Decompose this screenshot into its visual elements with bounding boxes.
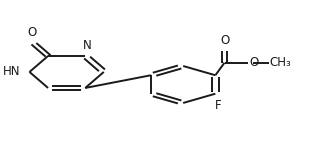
Text: F: F xyxy=(214,99,221,112)
Text: HN: HN xyxy=(3,65,21,79)
Text: O: O xyxy=(220,34,229,47)
Text: N: N xyxy=(82,39,91,52)
Text: CH₃: CH₃ xyxy=(270,56,291,69)
Text: O: O xyxy=(249,56,259,69)
Text: O: O xyxy=(28,26,37,39)
